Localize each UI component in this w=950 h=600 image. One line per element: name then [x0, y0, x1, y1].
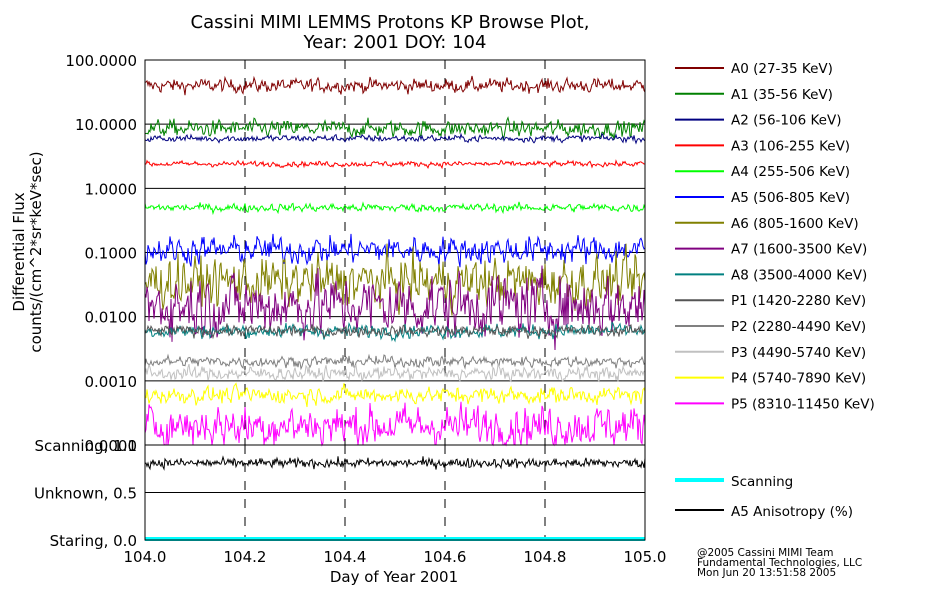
legend-label-a1-35-56-kev: A1 (35-56 KeV) [731, 87, 833, 103]
series-line-a5-anisotropy [144, 455, 646, 471]
x-tick-label: 104.6 [424, 548, 467, 566]
flux-y-tick-label: 0.0001 [85, 437, 138, 455]
series-line-a1-35-56-kev [144, 116, 646, 141]
legend-label-a5-506-805-kev: A5 (506-805 KeV) [731, 190, 850, 206]
legend-label-a8-3500-4000-kev: A8 (3500-4000 KeV) [731, 267, 867, 283]
credit-line-1: @2005 Cassini MIMI Team [697, 547, 834, 559]
legend-label-a0-27-35-kev: A0 (27-35 KeV) [731, 61, 833, 77]
chart-subtitle: Year: 2001 DOY: 104 [303, 32, 487, 53]
y-axis-label-line1: Differential Flux [10, 192, 28, 311]
flux-y-tick-label: 0.0010 [85, 373, 138, 391]
y-axis-label-line2: counts/(cm^2*sr*keV*sec) [27, 151, 45, 352]
credit-line-2: Fundamental Technologies, LLC [697, 557, 862, 569]
legend-label-p4-5740-7890-kev: P4 (5740-7890 KeV) [731, 371, 866, 387]
x-tick-labels: 104.0 104.2 104.4 104.6 104.8 105.0 [124, 548, 667, 566]
chart-title: Cassini MIMI LEMMS Protons KP Browse Plo… [191, 12, 590, 33]
series-line-p5-8310-11450-kev [144, 401, 646, 447]
flux-panel: 100.0000 10.0000 1.0000 0.1000 0.0100 0.0010 0… [10, 52, 646, 455]
legend-label-a4-255-506-kev: A4 (255-506 KeV) [731, 164, 850, 180]
legend: A0 (27-35 KeV) A1 (35-56 KeV) A2 (56-106 K… [675, 61, 875, 520]
flux-series-lines [144, 75, 646, 447]
status-panel: Scanning, 1.0 Unknown, 0.5 Staring, 0.0 [34, 437, 646, 550]
series-line-p3-4490-5740-kev [144, 362, 646, 383]
series-line-a5-506-805-kev [144, 233, 646, 268]
series-line-a4-255-506-kev [144, 201, 646, 216]
legend-label-a6-805-1600-kev: A6 (805-1600 KeV) [731, 216, 859, 232]
status-y-tick-label: Unknown, 0.5 [34, 485, 137, 503]
x-tick-label: 104.8 [524, 548, 567, 566]
series-line-p4-5740-7890-kev [144, 382, 646, 408]
status-panel-frame [144, 444, 646, 541]
status-y-tick-labels: Scanning, 1.0 Unknown, 0.5 Staring, 0.0 [34, 437, 137, 550]
legend-label-p1-1420-2280-kev: P1 (1420-2280 KeV) [731, 293, 866, 309]
flux-y-tick-label: 100.0000 [65, 52, 137, 70]
series-line-p1-1420-2280-kev [144, 323, 646, 340]
flux-y-tick-label: 0.1000 [85, 245, 138, 263]
series-line-a8-3500-4000-kev [144, 321, 646, 343]
series-line-a3-106-255-kev [144, 159, 646, 170]
legend-label-p2-2280-4490-kev: P2 (2280-4490 KeV) [731, 319, 866, 335]
series-line-p2-2280-4490-kev [144, 353, 646, 371]
legend-label-a3-106-255-kev: A3 (106-255 KeV) [731, 138, 850, 154]
flux-y-tick-labels: 100.0000 10.0000 1.0000 0.1000 0.0100 0.0010 0… [65, 52, 137, 455]
flux-y-tick-label: 1.0000 [85, 180, 138, 198]
series-line-a2-56-106-kev [144, 132, 646, 145]
flux-y-tick-label: 10.0000 [75, 116, 137, 134]
series-line-a0-27-35-kev [144, 75, 646, 96]
status-y-tick-label: Staring, 0.0 [50, 532, 137, 550]
series-line-a6-805-1600-kev [144, 243, 646, 316]
status-grid [145, 445, 645, 540]
flux-y-tick-label: 0.0100 [85, 309, 138, 327]
legend-label-p3-4490-5740-kev: P3 (4490-5740 KeV) [731, 345, 866, 361]
series-line-a7-1600-3500-kev [144, 265, 646, 351]
credit-line-3: Mon Jun 20 13:51:58 2005 [697, 567, 836, 579]
x-tick-label: 104.4 [324, 548, 367, 566]
legend-label-scanning: Scanning [731, 474, 793, 490]
x-tick-label: 104.0 [124, 548, 167, 566]
x-tick-label: 104.2 [224, 548, 267, 566]
status-y-tick-label: Scanning, 1.0 [34, 437, 137, 455]
x-axis-label: Day of Year 2001 [330, 568, 458, 586]
status-series-lines [144, 455, 646, 541]
legend-label-a2-56-106-kev: A2 (56-106 KeV) [731, 113, 841, 129]
legend-label-a5-anisotropy: A5 Anisotropy (%) [731, 504, 853, 520]
legend-label-a7-1600-3500-kev: A7 (1600-3500 KeV) [731, 242, 867, 258]
x-tick-label: 105.0 [624, 548, 667, 566]
legend-label-p5-8310-11450-kev: P5 (8310-11450 KeV) [731, 396, 875, 412]
